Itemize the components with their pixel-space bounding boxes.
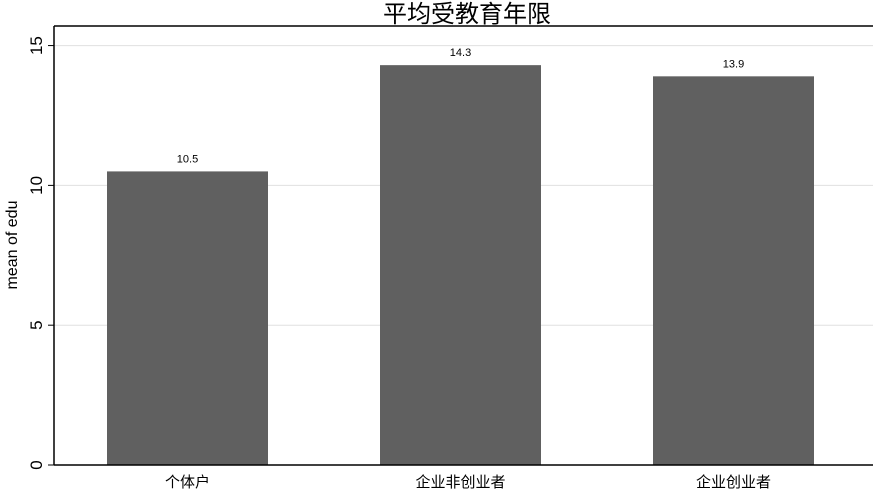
y-tick-label: 5 — [27, 320, 46, 329]
data-label: 14.3 — [450, 47, 471, 59]
bar — [380, 65, 541, 466]
x-category-label: 企业非创业者 — [415, 473, 505, 490]
x-category-label: 个体户 — [165, 473, 210, 490]
y-tick-label: 10 — [27, 176, 46, 195]
x-category-label: 企业创业者 — [696, 473, 771, 490]
chart-title: 平均受教育年限 — [383, 0, 551, 28]
y-axis-label: mean of edu — [4, 201, 21, 290]
y-tick-label: 0 — [27, 460, 46, 469]
bar — [107, 171, 268, 465]
data-label: 13.9 — [723, 58, 744, 70]
data-label: 10.5 — [177, 153, 198, 165]
bar — [653, 76, 814, 465]
y-tick-label: 15 — [27, 36, 46, 55]
